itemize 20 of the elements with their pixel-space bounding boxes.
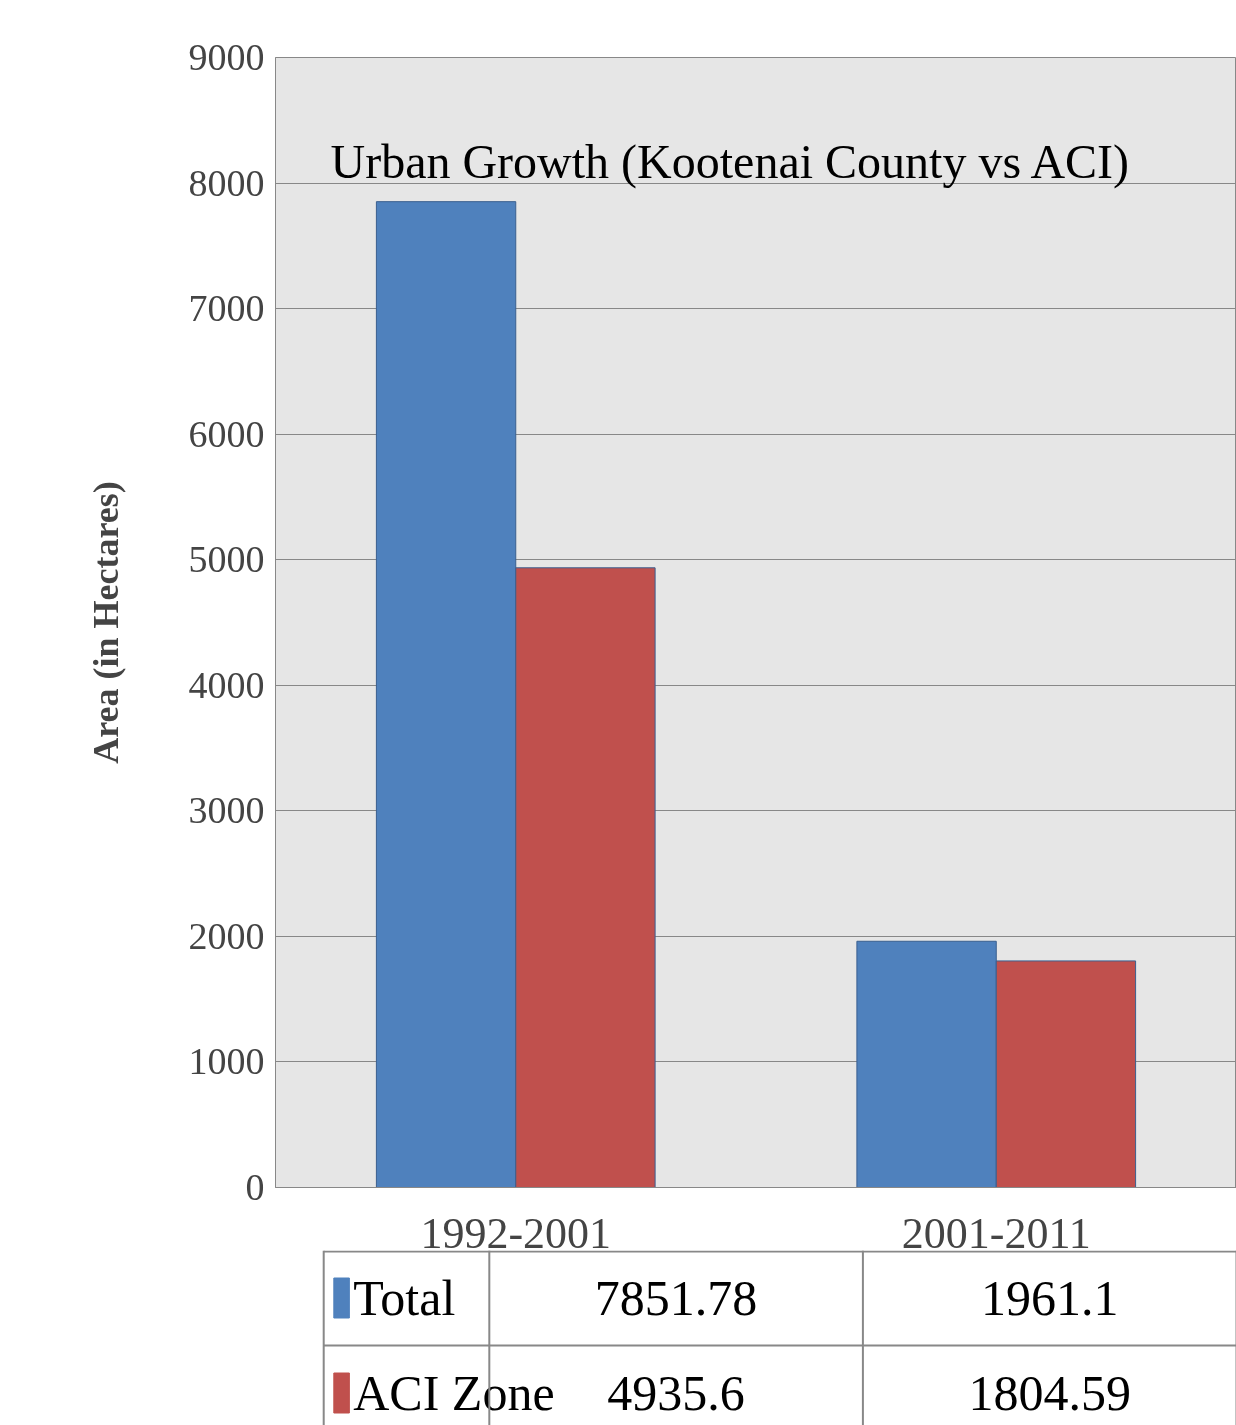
y-tick-label: 0 [245, 1166, 265, 1208]
y-tick-label: 1000 [188, 1040, 265, 1083]
y-tick-label: 5000 [188, 538, 265, 581]
data-label: 4935.6 [607, 1364, 745, 1421]
y-tick-label: 7000 [188, 287, 265, 330]
text: Urban Growth (Kootenai County vs ACI) [330, 134, 1130, 189]
y-tick-label: 9000 [188, 36, 265, 78]
data-label: 1961.1 [980, 1269, 1119, 1326]
y-tick-label: 4000 [188, 663, 265, 706]
x-tick-label: 1992-2001 [420, 1208, 612, 1258]
legend-label: ACI Zone [353, 1365, 555, 1421]
data-label: 1804.59 [968, 1364, 1131, 1421]
y-tick-label: 3000 [188, 789, 265, 832]
y-axis-title: Area (in Hectares) [85, 481, 126, 764]
legend-label: Total [353, 1270, 456, 1326]
data-label: 7851.78 [594, 1269, 758, 1326]
y-tick-label: 8000 [188, 161, 265, 204]
y-tick-label: 6000 [188, 412, 265, 455]
y-tick-label: 2000 [188, 914, 265, 957]
x-tick-label: 2001-2011 [901, 1208, 1091, 1258]
